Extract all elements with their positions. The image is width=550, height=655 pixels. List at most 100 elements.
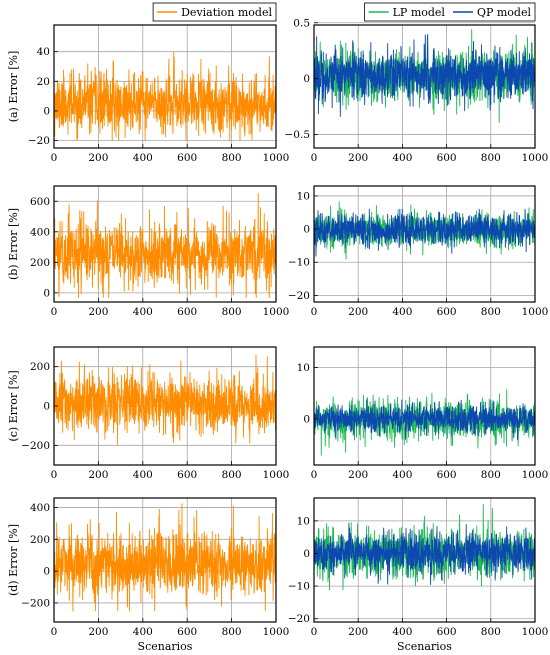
y-tick-label: −200 [21,440,50,452]
y-tick-label: −20 [288,290,310,302]
x-tick-label: 600 [437,306,457,318]
series-line-deviation-model [54,193,276,298]
legend-label: LP model [393,6,446,19]
y-tick-label: 0 [43,287,50,299]
y-tick-label: 0 [303,413,310,425]
y-axis-label: (b) Error [%] [7,208,20,280]
y-tick-label: 40 [37,46,50,58]
x-tick-label: 1000 [263,626,290,638]
x-tick-label: 1000 [522,469,549,481]
x-tick-label: 1000 [263,469,290,481]
x-tick-label: 600 [177,152,197,164]
series-line-qp-model [314,34,535,117]
x-tick-label: 0 [311,306,318,318]
y-tick-label: 10 [297,362,310,374]
plot-frame [53,497,277,623]
chart-panel: 0 200 400 600 800 1000 −20 −10 0 10 [288,185,549,318]
x-tick-label: 200 [88,152,108,164]
x-tick-label: 200 [88,306,108,318]
y-tick-label: 20 [37,76,50,88]
x-tick-label: 400 [392,469,412,481]
y-tick-label: 200 [30,361,50,373]
x-tick-label: 400 [133,306,153,318]
series-line-qp-model [314,399,535,440]
x-tick-label: 200 [348,469,368,481]
y-tick-label: −10 [288,257,310,269]
x-tick-label: 600 [437,626,457,638]
x-tick-label: 600 [177,626,197,638]
x-tick-label: 600 [177,469,197,481]
x-tick-label: 800 [481,306,501,318]
x-tick-label: 400 [392,152,412,164]
y-tick-label: 0 [303,224,310,236]
x-tick-label: 800 [222,469,242,481]
plot-frame [53,24,277,149]
x-tick-label: 400 [133,152,153,164]
y-axis-label: (a) Error [%] [7,51,20,123]
legend: Deviation model [152,2,277,22]
y-tick-label: −10 [288,581,310,593]
x-tick-label: 200 [348,152,368,164]
x-tick-label: 400 [392,626,412,638]
chart-panel: 0 200 400 600 800 1000−0.500.5LP model QP mode… [285,2,549,164]
y-tick-label: 400 [30,502,50,514]
legend-label: Deviation model [181,6,272,19]
x-tick-label: 600 [177,306,197,318]
y-tick-label: 200 [30,534,50,546]
chart-panel: 0 200 400 600 800 1000 0 10 [297,346,549,481]
x-tick-label: 400 [133,469,153,481]
x-tick-label: 1000 [522,626,549,638]
plot-frame [313,185,536,303]
x-tick-label: 1000 [263,152,290,164]
plot-frame [313,497,536,623]
x-tick-label: 800 [222,152,242,164]
y-tick-label: −0.5 [285,129,311,141]
x-tick-label: 1000 [522,152,549,164]
y-tick-label: 0 [303,73,310,85]
y-tick-label: 10 [297,515,310,527]
plot-frame [313,24,536,149]
chart-panel: 0 200 400 600 800 1000 0 200 400 600 (b) Error [%] [7,185,289,318]
y-tick-label: −20 [288,613,310,625]
plot-frame [53,185,277,303]
plot-frame [313,346,536,466]
x-tick-label: 1000 [522,306,549,318]
y-tick-label: 0 [43,105,50,117]
x-tick-label: 0 [311,469,318,481]
y-tick-label: −200 [21,597,50,609]
x-tick-label: 200 [348,306,368,318]
y-tick-label: 0 [43,566,50,578]
chart-panel: 0 200 400 600 800 1000 −20 −10 0 10 Scenarios [288,497,549,653]
x-tick-label: 200 [88,469,108,481]
legend: LP model QP model [364,2,536,22]
y-tick-label: 0 [43,401,50,413]
x-tick-label: 800 [481,469,501,481]
chart-panel: 0 200 400 600 800 1000 −200 0 200 (c) Error [%] [7,346,290,481]
x-tick-label: 200 [88,626,108,638]
x-tick-label: 0 [51,626,58,638]
y-tick-label: 200 [30,257,50,269]
x-tick-label: 0 [51,306,58,318]
series-line-qp-model [314,522,535,585]
x-tick-label: 800 [222,626,242,638]
x-tick-label: 0 [311,152,318,164]
x-tick-label: 0 [51,469,58,481]
x-tick-label: 600 [437,152,457,164]
chart-panel: 0 200 400 600 800 1000 −200 0 200 400 (d) Error [%… [7,497,290,653]
legend-box [152,2,277,22]
x-axis-label: Scenarios [138,640,193,653]
series-line-qp-model [314,208,535,257]
x-tick-label: 400 [133,626,153,638]
x-tick-label: 0 [311,626,318,638]
y-tick-label: −20 [28,135,50,147]
y-tick-label: 600 [30,196,50,208]
legend-label: QP model [477,6,532,19]
x-tick-label: 600 [437,469,457,481]
y-tick-label: 400 [30,226,50,238]
x-tick-label: 200 [348,626,368,638]
series-line-deviation-model [54,503,276,612]
x-tick-label: 0 [51,152,58,164]
legend-box [364,2,536,22]
